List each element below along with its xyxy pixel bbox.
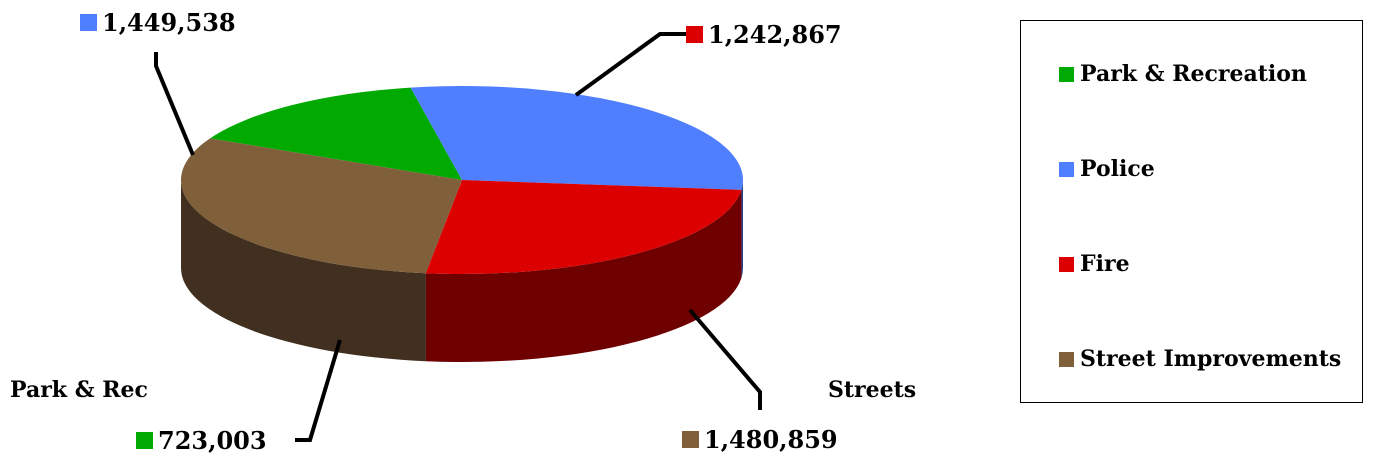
legend-swatch-fire <box>1059 256 1074 272</box>
pie-side-fire <box>425 189 742 362</box>
data-label-fire: 1,242,867 <box>708 20 842 49</box>
data-labels: 723,003 Park & Rec 1,449,538 1,242,867 1,480… <box>10 8 916 455</box>
data-label-swatch-police <box>80 14 97 31</box>
pie-tops <box>181 86 743 274</box>
leader-line-street-improvements <box>688 308 762 410</box>
pie-slice-street-improvements <box>181 138 463 274</box>
legend-swatch-street-improvements <box>1059 351 1074 367</box>
legend: Park & Recreation Police Fire Street Imp… <box>1020 20 1363 403</box>
data-label-park-recreation: 723,003 <box>158 426 267 455</box>
pie-slice-police <box>410 86 743 190</box>
pie-sides <box>180 180 743 362</box>
data-label-police: 1,449,538 <box>102 8 236 37</box>
leader-lines <box>154 32 762 442</box>
pie-side-police <box>741 180 743 278</box>
legend-item-fire: Fire <box>1059 251 1130 277</box>
legend-label-police: Police <box>1080 156 1155 182</box>
legend-swatch-police <box>1059 161 1074 177</box>
legend-item-street-improvements: Street Improvements <box>1059 346 1341 372</box>
legend-label-street-improvements: Street Improvements <box>1080 346 1342 372</box>
data-label-street-improvements: 1,480,859 <box>704 425 838 454</box>
category-label-park-recreation: Park & Rec <box>10 377 148 403</box>
legend-label-park-recreation: Park & Recreation <box>1080 61 1307 87</box>
legend-item-police: Police <box>1059 156 1155 182</box>
leader-line-fire <box>574 32 688 97</box>
data-label-swatch-street-improvements <box>682 431 699 448</box>
leader-line-park-recreation <box>295 339 342 442</box>
leader-line-police <box>154 52 195 156</box>
legend-item-park-recreation: Park & Recreation <box>1059 61 1307 87</box>
category-label-street-improvements: Streets <box>828 377 916 403</box>
legend-swatch-park-recreation <box>1059 66 1074 82</box>
data-label-swatch-park-recreation <box>136 432 153 449</box>
pie-slice-fire <box>425 180 742 274</box>
pie-side-street-improvements <box>180 180 426 362</box>
data-label-swatch-fire <box>686 26 703 43</box>
pie-slice-park-recreation <box>210 87 462 180</box>
legend-label-fire: Fire <box>1080 251 1130 277</box>
